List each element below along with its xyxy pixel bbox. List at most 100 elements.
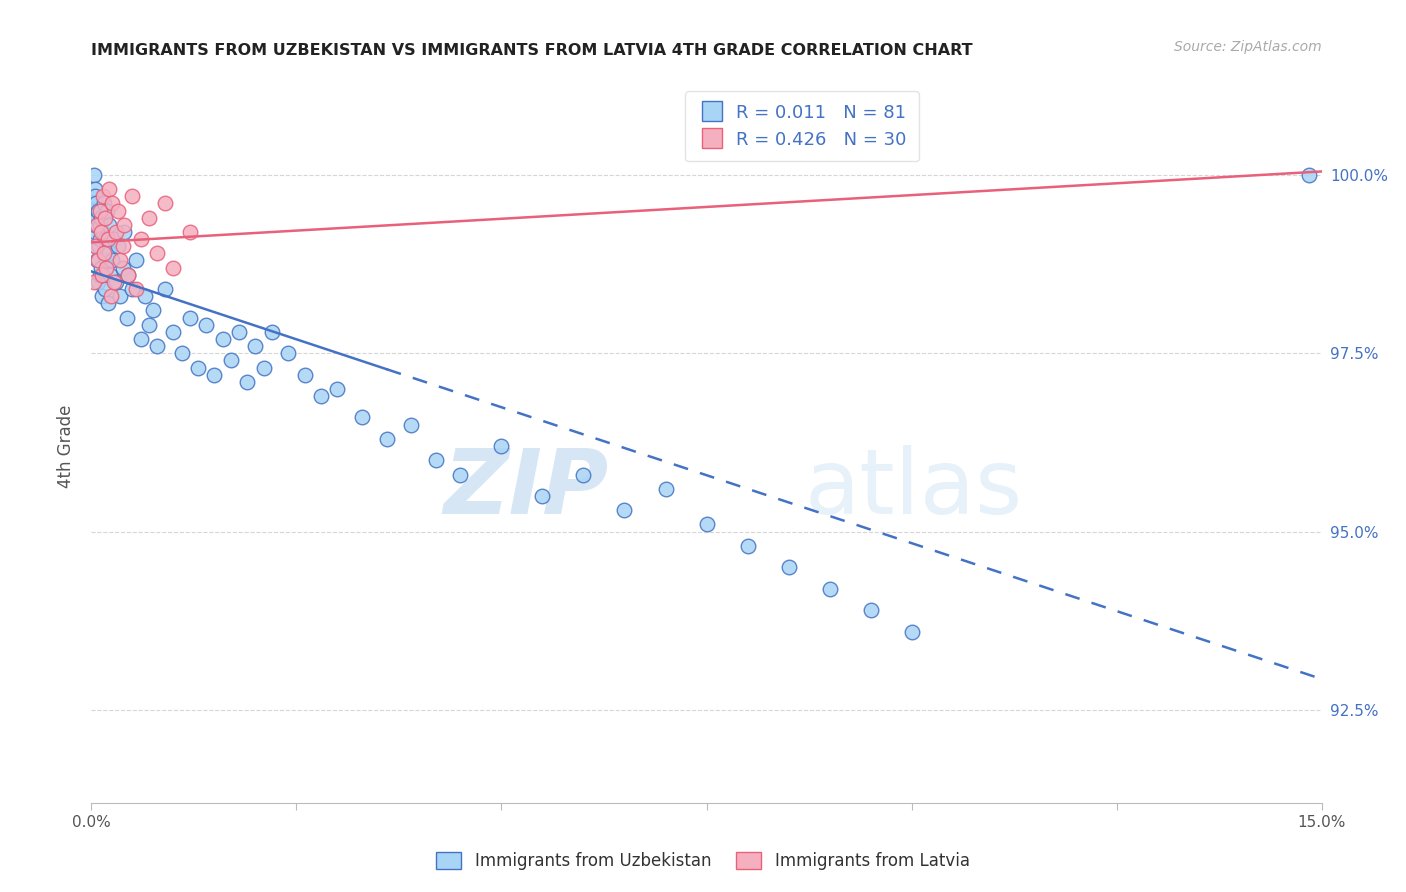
Point xyxy=(121,189,143,203)
Point xyxy=(211,332,233,346)
Point xyxy=(87,203,110,218)
Point xyxy=(179,225,201,239)
Point xyxy=(146,246,169,260)
Point xyxy=(859,603,882,617)
Point xyxy=(900,624,922,639)
Point xyxy=(84,218,107,232)
Point xyxy=(117,268,139,282)
Point xyxy=(737,539,759,553)
Point xyxy=(531,489,554,503)
Point xyxy=(425,453,447,467)
Point xyxy=(89,232,111,246)
Point xyxy=(111,239,134,253)
Point xyxy=(84,189,107,203)
Point xyxy=(87,239,110,253)
Point xyxy=(82,203,104,218)
Point xyxy=(253,360,276,375)
Point xyxy=(93,196,115,211)
Point xyxy=(94,232,117,246)
Text: IMMIGRANTS FROM UZBEKISTAN VS IMMIGRANTS FROM LATVIA 4TH GRADE CORRELATION CHART: IMMIGRANTS FROM UZBEKISTAN VS IMMIGRANTS… xyxy=(91,43,973,58)
Point xyxy=(491,439,513,453)
Point xyxy=(695,517,717,532)
Point xyxy=(93,246,115,260)
Point xyxy=(399,417,422,432)
Point xyxy=(129,332,152,346)
Point xyxy=(375,432,398,446)
Point xyxy=(202,368,225,382)
Point xyxy=(111,260,134,275)
Point xyxy=(107,203,129,218)
Point xyxy=(115,310,138,325)
Point xyxy=(103,232,125,246)
Point xyxy=(153,282,177,296)
Point xyxy=(90,211,112,225)
Point xyxy=(83,168,105,182)
Point xyxy=(89,268,111,282)
Point xyxy=(613,503,636,517)
Point xyxy=(103,275,125,289)
Point xyxy=(146,339,169,353)
Point xyxy=(97,246,120,260)
Point xyxy=(96,253,117,268)
Point xyxy=(89,218,111,232)
Point xyxy=(219,353,242,368)
Point xyxy=(94,211,117,225)
Point xyxy=(83,182,105,196)
Point xyxy=(1298,168,1320,182)
Y-axis label: 4th Grade: 4th Grade xyxy=(58,404,76,488)
Point xyxy=(125,282,148,296)
Point xyxy=(86,218,108,232)
Point xyxy=(100,289,122,303)
Text: ZIP: ZIP xyxy=(443,445,607,533)
Point xyxy=(778,560,800,574)
Point xyxy=(236,375,259,389)
Point xyxy=(83,275,105,289)
Point xyxy=(93,246,115,260)
Point xyxy=(170,346,193,360)
Point xyxy=(87,275,110,289)
Point xyxy=(309,389,332,403)
Point xyxy=(818,582,841,596)
Point xyxy=(89,203,111,218)
Point xyxy=(86,211,108,225)
Point xyxy=(326,382,349,396)
Point xyxy=(245,339,267,353)
Point xyxy=(87,253,110,268)
Text: atlas: atlas xyxy=(804,445,1024,533)
Point xyxy=(105,275,127,289)
Point xyxy=(105,225,127,239)
Point xyxy=(98,218,121,232)
Point xyxy=(98,182,121,196)
Point xyxy=(277,346,299,360)
Point xyxy=(142,303,165,318)
Point xyxy=(112,225,135,239)
Point xyxy=(93,282,115,296)
Point xyxy=(572,467,595,482)
Point xyxy=(84,196,107,211)
Point xyxy=(260,325,283,339)
Point xyxy=(108,253,131,268)
Point xyxy=(228,325,250,339)
Point xyxy=(117,268,139,282)
Point xyxy=(294,368,316,382)
Point xyxy=(153,196,177,211)
Point xyxy=(90,260,112,275)
Point xyxy=(350,410,373,425)
Point xyxy=(138,318,160,332)
Point xyxy=(108,289,131,303)
Legend: Immigrants from Uzbekistan, Immigrants from Latvia: Immigrants from Uzbekistan, Immigrants f… xyxy=(430,845,976,877)
Point xyxy=(121,282,143,296)
Point xyxy=(138,211,160,225)
Point xyxy=(91,289,114,303)
Point xyxy=(187,360,209,375)
Point xyxy=(107,239,129,253)
Point xyxy=(84,239,107,253)
Point xyxy=(83,225,105,239)
Point xyxy=(101,253,124,268)
Point xyxy=(96,260,117,275)
Point xyxy=(112,218,135,232)
Point xyxy=(84,239,107,253)
Point xyxy=(129,232,152,246)
Point xyxy=(195,318,218,332)
Point xyxy=(86,253,108,268)
